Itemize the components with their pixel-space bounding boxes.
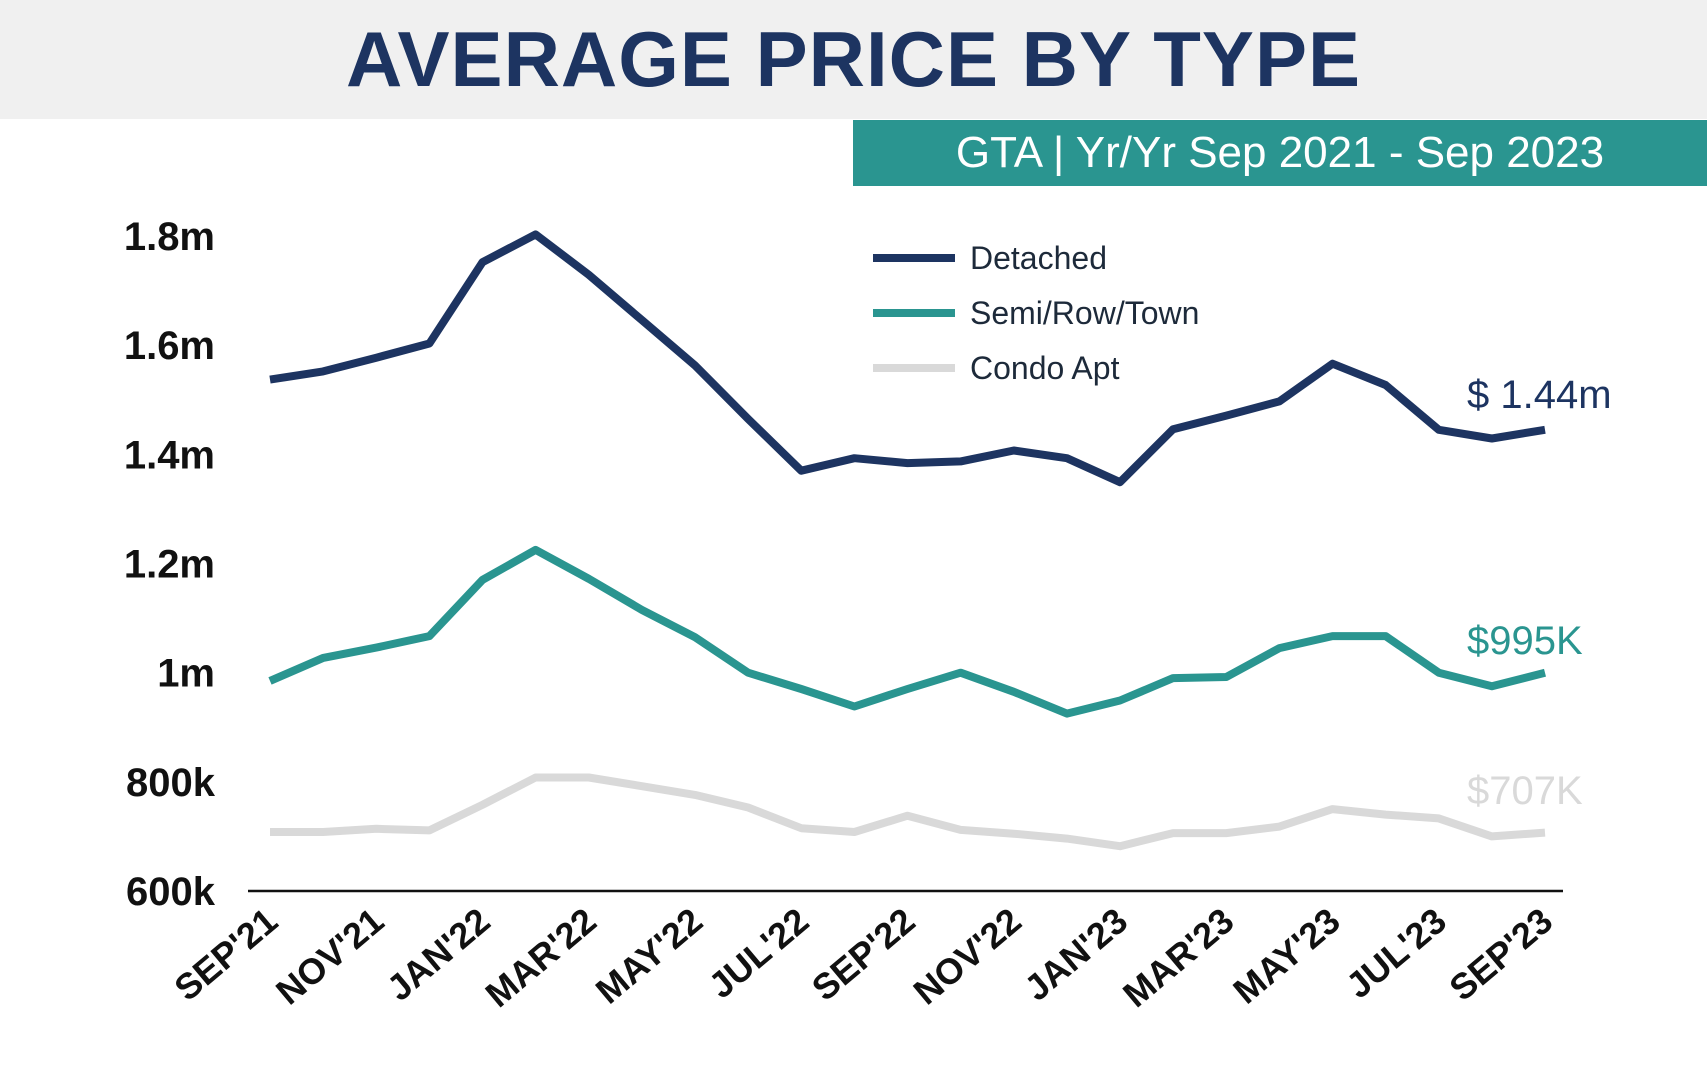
y-tick-label: 1.6m <box>124 324 215 368</box>
end-label-semi: $995K <box>1467 619 1583 663</box>
x-tick-label: JAN'22 <box>379 900 498 1009</box>
y-tick-label: 1.4m <box>124 433 215 477</box>
x-tick-label: MAR'22 <box>477 900 603 1015</box>
x-tick-label: SEP'23 <box>1441 900 1560 1009</box>
legend-label-detached: Detached <box>970 240 1107 276</box>
end-label-detached: $ 1.44m <box>1467 373 1612 417</box>
end-label-condo: $707K <box>1467 769 1583 813</box>
x-tick-label: SEP'21 <box>166 900 285 1009</box>
series-line-semi <box>268 545 1546 718</box>
series-line-detached <box>269 230 1546 487</box>
y-tick-label: 800k <box>126 761 216 805</box>
x-tick-label: MAY'22 <box>588 900 710 1012</box>
y-tick-label: 1.8m <box>124 215 215 259</box>
end-labels: $ 1.44m $995K $707K <box>1467 373 1612 813</box>
legend-label-semi: Semi/Row/Town <box>970 295 1199 331</box>
series-lines <box>268 230 1546 851</box>
subtitle-band: GTA | Yr/Yr Sep 2021 - Sep 2023 <box>853 120 1707 186</box>
page-title: AVERAGE PRICE BY TYPE <box>345 15 1361 103</box>
x-tick-label: NOV'21 <box>268 900 391 1013</box>
y-tick-label: 600k <box>126 870 216 914</box>
x-tick-label: MAY'23 <box>1225 900 1347 1012</box>
x-axis-ticks: SEP'21NOV'21JAN'22MAR'22MAY'22JUL'22SEP'… <box>166 900 1560 1015</box>
legend: Detached Semi/Row/Town Condo Apt <box>873 240 1199 386</box>
x-tick-label: JUL'22 <box>701 900 817 1006</box>
x-tick-label: MAR'23 <box>1115 900 1241 1015</box>
x-tick-label: SEP'22 <box>804 900 923 1009</box>
x-tick-label: NOV'22 <box>906 900 1029 1013</box>
x-tick-label: JAN'23 <box>1016 900 1135 1009</box>
legend-label-condo: Condo Apt <box>970 350 1120 386</box>
y-tick-label: 1.2m <box>124 543 215 587</box>
title-band <box>0 0 1707 119</box>
y-axis-ticks: 600k 800k 1m 1.2m 1.4m 1.6m 1.8m <box>124 215 216 914</box>
chart-subtitle: GTA | Yr/Yr Sep 2021 - Sep 2023 <box>955 128 1605 177</box>
series-line-condo <box>270 773 1546 851</box>
x-tick-label: JUL'23 <box>1338 900 1454 1006</box>
y-tick-label: 1m <box>157 652 215 696</box>
